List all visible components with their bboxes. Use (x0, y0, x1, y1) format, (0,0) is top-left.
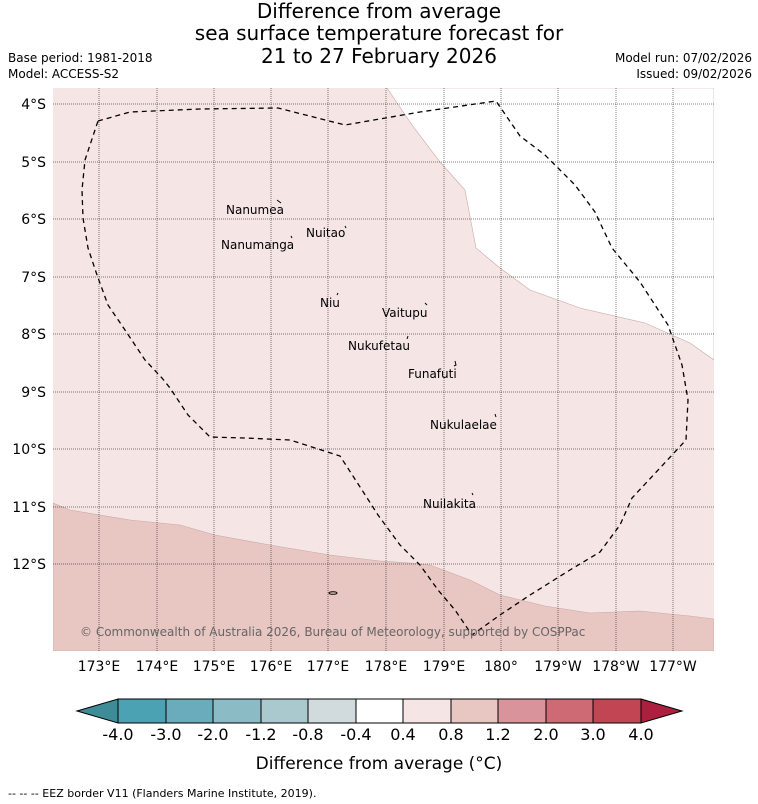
colorbar-segment-7 (402, 698, 452, 724)
island-label-funafuti: Funafuti (408, 367, 457, 381)
colorbar-tick-9: 1.2 (485, 725, 510, 744)
island-label-nanumea: Nanumea (226, 203, 284, 217)
anomaly-region-0-8-to-1-2 (53, 502, 714, 651)
colorbar: -4.0 -3.0 -2.0 -1.2 -0.8 -0.4 0.4 0.8 1.… (75, 698, 684, 774)
colorbar-segment-2 (165, 698, 214, 724)
lon-label-180: 180° (484, 659, 518, 675)
copyright-text: © Commonwealth of Australia 2026, Bureau… (80, 625, 585, 639)
colorbar-tick-4: -1.2 (245, 725, 276, 744)
island-small-islet-shape (328, 591, 338, 595)
colorbar-tick-3: -2.0 (197, 725, 228, 744)
longitude-labels: 173°E 174°E 175°E 176°E 177°E 178°E 179°… (78, 659, 697, 675)
lat-label-6s: 6°S (21, 212, 46, 228)
lon-label-177e: 177°E (307, 659, 350, 675)
island-markers (276, 199, 497, 595)
island-nuitao-shape (344, 225, 347, 229)
model-run: Model run: 07/02/2026 (614, 51, 752, 65)
island-label-nuilakita: Nuilakita (423, 497, 476, 511)
island-niu-shape (336, 292, 339, 296)
lat-label-12s: 12°S (12, 557, 46, 573)
island-label-vaitupu: Vaitupu (382, 306, 428, 320)
island-label-nuitao: Nuitao (306, 226, 345, 240)
colorbar-segment-11 (592, 698, 642, 724)
island-label-nanumanga: Nanumanga (221, 238, 294, 252)
title-line-2: sea surface temperature forecast for (194, 21, 564, 45)
colorbar-tick-12: 4.0 (628, 725, 653, 744)
title-line-1: Difference from average (256, 0, 502, 23)
colorbar-tick-2: -3.0 (150, 725, 181, 744)
colorbar-segment-1 (117, 698, 167, 724)
colorbar-tick-6: -0.4 (340, 725, 371, 744)
lon-label-179e: 179°E (423, 659, 466, 675)
colorbar-segment-5 (307, 698, 357, 724)
colorbar-segment-9 (497, 698, 547, 724)
lon-label-177w: 177°W (649, 659, 697, 675)
anomaly-region-neutral (386, 88, 714, 361)
eez-footnote: -- -- -- EEZ border V11 (Flanders Marine… (8, 787, 316, 800)
island-vaitupu-shape (424, 302, 428, 306)
eez-border (81, 100, 689, 636)
issued-date: Issued: 09/02/2026 (636, 67, 752, 81)
island-nanumanga-shape (290, 235, 293, 239)
island-nanumea-shape (276, 199, 282, 204)
lat-label-8s: 8°S (21, 327, 46, 343)
lon-label-178w: 178°W (592, 659, 640, 675)
map-area: Nanumea Nuitao Nanumanga Niu Vaitupu Nuk… (53, 88, 714, 651)
lon-label-174e: 174°E (136, 659, 179, 675)
lat-label-7s: 7°S (21, 270, 46, 286)
lat-label-11s: 11°S (12, 500, 46, 516)
island-nukufetau-shape (406, 335, 409, 340)
island-label-niu: Niu (320, 296, 340, 310)
colorbar-tick-5: -0.8 (292, 725, 323, 744)
lon-label-175e: 175°E (193, 659, 236, 675)
lat-label-9s: 9°S (21, 385, 46, 401)
island-label-nukufetau: Nukufetau (348, 339, 410, 353)
lon-label-176e: 176°E (250, 659, 293, 675)
lon-label-178e: 178°E (365, 659, 408, 675)
colorbar-tick-10: 2.0 (533, 725, 558, 744)
lon-label-179w: 179°W (534, 659, 582, 675)
island-labels: Nanumea Nuitao Nanumanga Niu Vaitupu Nuk… (221, 203, 497, 511)
model-name: Model: ACCESS-S2 (8, 67, 120, 81)
colorbar-tick-1: -4.0 (102, 725, 133, 744)
colorbar-tick-7: 0.4 (390, 725, 415, 744)
island-nuilakita-shape (471, 492, 474, 496)
lat-label-4s: 4°S (21, 97, 46, 113)
colorbar-segment-6 (355, 698, 404, 724)
colorbar-tick-11: 3.0 (580, 725, 605, 744)
lon-label-173e: 173°E (78, 659, 121, 675)
title-line-3: 21 to 27 February 2026 (261, 44, 497, 68)
island-funafuti-shape (453, 360, 457, 367)
colorbar-extend-low (75, 698, 119, 724)
latitude-labels: 4°S 5°S 6°S 7°S 8°S 9°S 10°S 11°S 12°S (12, 97, 46, 573)
colorbar-segment-10 (545, 698, 594, 724)
colorbar-extend-high (640, 698, 684, 724)
gridlines (53, 88, 714, 651)
island-label-nukulaelae: Nukulaelae (430, 418, 497, 432)
colorbar-segment-3 (212, 698, 262, 724)
colorbar-label: Difference from average (°C) (256, 754, 503, 774)
colorbar-tick-8: 0.8 (438, 725, 463, 744)
base-period: Base period: 1981-2018 (8, 51, 153, 65)
lat-label-5s: 5°S (21, 155, 46, 171)
lat-label-10s: 10°S (12, 442, 46, 458)
colorbar-segment-4 (260, 698, 309, 724)
island-nukulaelae-shape (494, 413, 497, 418)
colorbar-segment-8 (450, 698, 499, 724)
colorbar-ticks: -4.0 -3.0 -2.0 -1.2 -0.8 -0.4 0.4 0.8 1.… (102, 725, 653, 744)
